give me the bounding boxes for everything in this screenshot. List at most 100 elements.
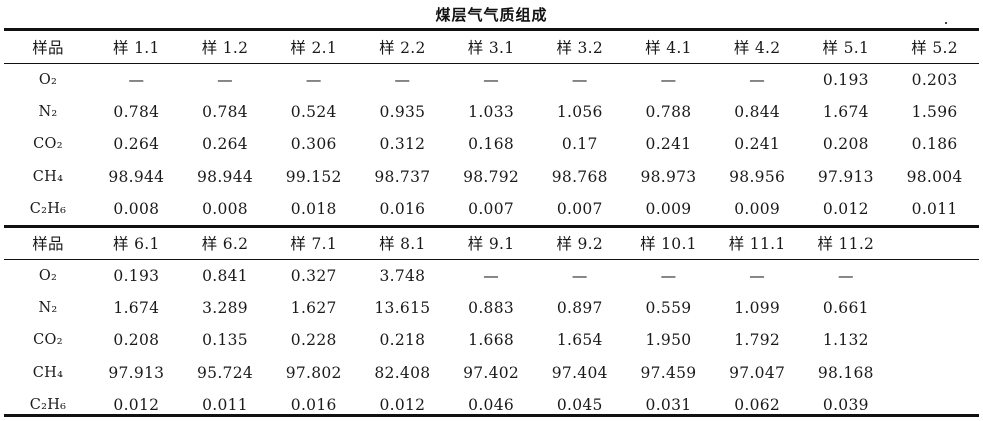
- table-cell: —: [837, 266, 854, 285]
- sample-column-header: [890, 227, 979, 259]
- table-cell: 0.045: [556, 396, 603, 415]
- table-cell: 99.152: [285, 167, 342, 186]
- table-cell: —: [483, 266, 499, 285]
- sample-column-header: 样 3.2: [556, 39, 604, 58]
- table-cell: 0.007: [468, 200, 515, 219]
- table-cell: 0.016: [290, 396, 337, 415]
- component-label: O₂: [38, 267, 58, 284]
- table-cell: 98.768: [551, 167, 608, 186]
- table-title: 煤层气气质组成: [435, 6, 548, 24]
- sample-header-cell: 样品: [32, 39, 64, 58]
- component-label: N₂: [38, 299, 58, 316]
- table-cell: 98.792: [463, 167, 520, 186]
- sample-column-header: 样 2.1: [290, 39, 337, 58]
- header-row: 样品 样 1.1 样 1.2 样 2.1 样 2.2 样 3.1 样 3.2 样 4.1 样 4…: [4, 31, 979, 63]
- table-row: CH₄ 98.944 98.944 99.152 98.737 98.792 98.768 9…: [4, 161, 979, 193]
- middle-rule: [4, 225, 979, 228]
- table-cell: 0.012: [113, 396, 160, 415]
- table-row: C₂H₆ 0.008 0.008 0.018 0.016 0.007 0.007 0.009 0…: [4, 193, 979, 225]
- table-cell: 1.056: [556, 102, 603, 121]
- table-cell: 0.039: [822, 396, 869, 415]
- table-cell: 1.674: [822, 102, 869, 121]
- table-cell: 1.654: [556, 331, 603, 350]
- table-cell: 0.046: [468, 396, 515, 415]
- sample-column-header: 样 1.2: [201, 39, 249, 58]
- table-cell: [890, 259, 979, 291]
- table-1-body: 样品 样 1.1 样 1.2 样 2.1 样 2.2 样 3.1 样 3.2 样 4.1 样 4…: [4, 31, 979, 225]
- table-2-body: 样品 样 6.1 样 6.2 样 7.1 样 8.1 样 9.1 样 9.2 样 10.1 样 …: [4, 227, 979, 421]
- table-cell: 98.944: [197, 167, 254, 186]
- table-cell: —: [660, 70, 677, 89]
- table-cell: 97.404: [551, 363, 608, 382]
- table-cell: 0.897: [556, 298, 603, 317]
- component-label: C₂H₆: [29, 201, 67, 218]
- table-cell: 0.018: [290, 200, 337, 219]
- stray-dot: [945, 22, 947, 24]
- table-cell: 1.950: [645, 331, 692, 350]
- table-cell: 1.596: [911, 102, 958, 121]
- table-cell: 0.062: [734, 396, 781, 415]
- table-cell: 0.312: [379, 135, 426, 154]
- sample-column-header: 样 9.2: [556, 235, 604, 254]
- table-cell: 0.007: [556, 200, 603, 219]
- table-cell: —: [483, 70, 499, 89]
- table-cell: 0.012: [822, 200, 869, 219]
- bottom-rule: [4, 414, 979, 417]
- gas-composition-table-1: 样品 样 1.1 样 1.2 样 2.1 样 2.2 样 3.1 样 3.2 样 4.1 样 4…: [4, 31, 979, 225]
- table-cell: —: [749, 266, 766, 285]
- table-cell: 0.203: [911, 70, 958, 89]
- header-rule-1: [4, 63, 979, 64]
- table-cell: 98.004: [906, 167, 963, 186]
- table-cell: 0.186: [911, 135, 958, 154]
- table-cell: 0.208: [822, 135, 869, 154]
- sample-column-header: 样 7.1: [290, 235, 337, 254]
- table-cell: 0.168: [468, 135, 515, 154]
- table-cell: 1.099: [734, 298, 781, 317]
- table-cell: 0.306: [290, 135, 337, 154]
- sample-column-header: 样 10.1: [640, 235, 697, 254]
- table-cell: 0.264: [202, 135, 248, 154]
- table-cell: 97.459: [640, 363, 697, 382]
- table-cell: 1.668: [468, 331, 515, 350]
- table-row: O₂ 0.193 0.841 0.327 3.748 — — — — —: [4, 259, 979, 291]
- table-cell: 97.913: [108, 363, 165, 382]
- table-cell: 0.009: [645, 200, 692, 219]
- sample-header-cell: 样品: [32, 235, 64, 254]
- table-cell: —: [571, 70, 588, 89]
- table-cell: 0.559: [645, 298, 692, 317]
- table-cell: 0.788: [645, 102, 692, 121]
- component-label: C₂H₆: [29, 397, 67, 414]
- table-cell: 0.193: [113, 266, 160, 285]
- table-cell: —: [217, 70, 233, 89]
- table-cell: 0.841: [202, 266, 248, 285]
- table-cell: [890, 292, 979, 324]
- table-cell: 1.132: [822, 331, 869, 350]
- table-cell: 0.218: [379, 331, 426, 350]
- component-label: CO₂: [33, 136, 63, 153]
- table-cell: 98.956: [729, 167, 786, 186]
- table-cell: 0.135: [202, 331, 248, 350]
- table-cell: [890, 324, 979, 356]
- table-cell: 0.524: [290, 102, 337, 121]
- table-cell: 0.208: [113, 331, 160, 350]
- sample-column-header: 样 6.1: [113, 235, 160, 254]
- table-cell: —: [571, 266, 588, 285]
- sample-column-header: 样 4.1: [645, 39, 692, 58]
- table-cell: 0.844: [734, 102, 781, 121]
- component-label: CO₂: [33, 332, 63, 349]
- header-rule-2: [4, 259, 979, 260]
- table-cell: 0.264: [113, 135, 160, 154]
- table-cell: 0.031: [645, 396, 692, 415]
- sample-column-header: 样 1.1: [113, 39, 160, 58]
- table-cell: 0.883: [468, 298, 515, 317]
- table-cell: 1.792: [734, 331, 781, 350]
- table-cell: 0.016: [379, 200, 426, 219]
- table-cell: 0.784: [202, 102, 248, 121]
- table-cell: 0.784: [113, 102, 160, 121]
- table-cell: 97.913: [817, 167, 874, 186]
- table-row: O₂ — — — — — — — — 0.193 0.203: [4, 63, 979, 95]
- header-row: 样品 样 6.1 样 6.2 样 7.1 样 8.1 样 9.1 样 9.2 样 10.1 样 …: [4, 227, 979, 259]
- sample-column-header: 样 5.2: [911, 39, 958, 58]
- sample-column-header: 样 9.1: [467, 235, 515, 254]
- table-row: CO₂ 0.208 0.135 0.228 0.218 1.668 1.654 1.950 1.…: [4, 324, 979, 356]
